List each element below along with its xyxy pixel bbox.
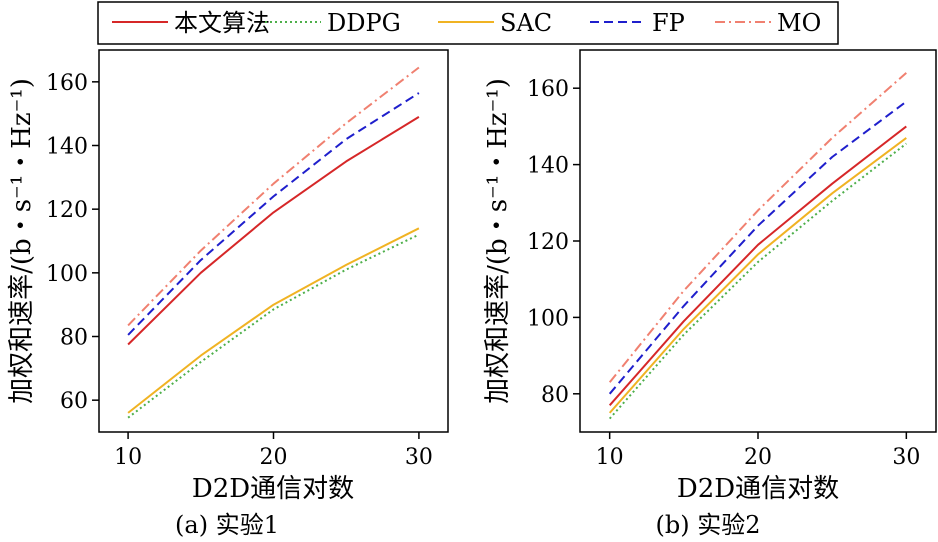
caption-a: (a) 实验1: [175, 511, 279, 539]
ytick-label: 60: [60, 389, 88, 414]
series-line-DDPG: [608, 142, 907, 420]
ytick-label: 120: [46, 198, 88, 223]
xlabel-b: D2D通信对数: [677, 474, 839, 504]
ytick-label: 100: [46, 262, 88, 287]
plot-frame-b: [579, 49, 937, 433]
caption-b: (b) 实验2: [656, 511, 761, 539]
xtick-label: 10: [596, 445, 624, 470]
series-line-MO: [127, 66, 420, 327]
ytick-label: 80: [541, 383, 569, 408]
legend-label-4: MO: [777, 9, 821, 37]
ytick-label: 140: [527, 154, 569, 179]
legend-label-0: 本文算法: [174, 9, 270, 37]
ytick-label: 80: [60, 326, 88, 351]
series-line-SAC: [127, 227, 420, 414]
legend-label-3: FP: [652, 9, 685, 37]
series-line-FP: [127, 92, 420, 336]
ylabel-b: 加权和速率/(b・s⁻¹・Hz⁻¹): [483, 78, 513, 404]
ytick-label: 160: [527, 77, 569, 102]
legend: 本文算法 DDPG SAC FP MO: [97, 1, 839, 45]
legend-label-1: DDPG: [327, 9, 401, 37]
series-line-FP: [608, 100, 907, 395]
xtick-label: 30: [405, 445, 433, 470]
ytick-label: 120: [527, 230, 569, 255]
ytick-label: 140: [46, 135, 88, 160]
series-line-MO: [608, 72, 907, 383]
xlabel-a: D2D通信对数: [192, 474, 354, 504]
ytick-label: 160: [46, 71, 88, 96]
xtick-label: 20: [260, 445, 288, 470]
legend-label-2: SAC: [500, 9, 552, 37]
series-line-本文算法: [608, 125, 907, 406]
panel-a: D2D通信对数 (a) 实验1 加权和速率/(b・s⁻¹・Hz⁻¹) 60 80 1…: [7, 49, 449, 539]
ytick-label: 100: [527, 306, 569, 331]
panel-b: D2D通信对数 (b) 实验2 加权和速率/(b・s⁻¹・Hz⁻¹) 80 100…: [483, 49, 937, 539]
series-line-本文算法: [127, 116, 420, 346]
series-line-SAC: [608, 137, 907, 414]
series-line-DDPG: [127, 233, 420, 419]
xtick-label: 20: [744, 445, 772, 470]
ylabel-a: 加权和速率/(b・s⁻¹・Hz⁻¹): [7, 78, 37, 404]
xtick-label: 10: [114, 445, 142, 470]
xtick-label: 30: [892, 445, 920, 470]
